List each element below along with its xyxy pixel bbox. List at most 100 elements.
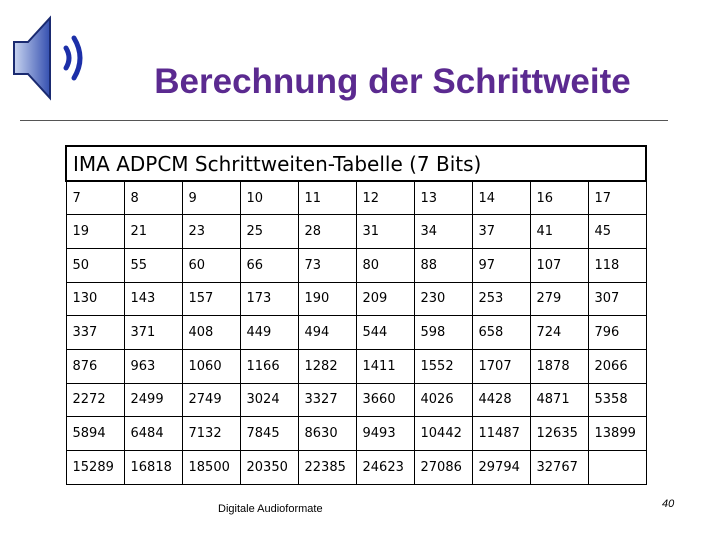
table-cell: 80 xyxy=(355,247,415,283)
table-cell: 73 xyxy=(297,247,357,283)
table-cell: 5894 xyxy=(65,416,125,451)
table-cell: 27086 xyxy=(413,450,473,485)
table-cell: 8630 xyxy=(297,416,357,451)
table-cell: 9493 xyxy=(355,416,415,451)
table-cell: 18500 xyxy=(181,450,241,485)
table-cell: 15289 xyxy=(65,450,125,485)
page-number: 40 xyxy=(662,498,675,510)
table-row: 19 21 23 25 28 31 34 37 41 45 xyxy=(65,214,647,249)
table-cell: 14 xyxy=(471,180,531,216)
table-cell: 12 xyxy=(355,180,415,216)
footer: Digitale Audioformate xyxy=(218,503,323,515)
table-cell: 4428 xyxy=(471,382,531,418)
table-cell: 209 xyxy=(355,281,415,317)
table-cell: 1552 xyxy=(413,348,473,384)
table-cell: 963 xyxy=(123,348,183,384)
table-cell: 107 xyxy=(529,247,589,283)
table-cell: 32767 xyxy=(529,450,589,485)
table-cell: 60 xyxy=(181,247,241,283)
table-cell: 118 xyxy=(587,247,647,283)
table-cell: 307 xyxy=(587,281,647,317)
table-cell: 2499 xyxy=(123,382,183,418)
step-table: IMA ADPCM Schrittweiten-Tabelle (7 Bits)… xyxy=(65,145,647,485)
table-cell: 337 xyxy=(65,315,125,350)
table-cell: 130 xyxy=(65,281,125,317)
table-cell: 16 xyxy=(529,180,589,216)
table-cell xyxy=(587,450,647,485)
table-cell: 494 xyxy=(297,315,357,350)
table-row: 130 143 157 173 190 209 230 253 279 307 xyxy=(65,281,647,317)
table-row: 7 8 9 10 11 12 13 14 16 17 xyxy=(65,180,647,216)
table-cell: 1060 xyxy=(181,348,241,384)
table-cell: 88 xyxy=(413,247,473,283)
table-cell: 1878 xyxy=(529,348,589,384)
table-cell: 7845 xyxy=(239,416,299,451)
table-row: 876 963 1060 1166 1282 1411 1552 1707 1878 2066 xyxy=(65,348,647,384)
table-cell: 253 xyxy=(471,281,531,317)
table-cell: 724 xyxy=(529,315,589,350)
table-cell: 34 xyxy=(413,214,473,249)
title-rule xyxy=(20,120,668,121)
table-cell: 143 xyxy=(123,281,183,317)
table-cell: 97 xyxy=(471,247,531,283)
table-cell: 45 xyxy=(587,214,647,249)
table-cell: 13 xyxy=(413,180,473,216)
table-cell: 12635 xyxy=(529,416,589,451)
table-cell: 371 xyxy=(123,315,183,350)
table-cell: 13899 xyxy=(587,416,647,451)
table-cell: 598 xyxy=(413,315,473,350)
table-cell: 544 xyxy=(355,315,415,350)
table-cell: 55 xyxy=(123,247,183,283)
table-cell: 25 xyxy=(239,214,299,249)
table-cell: 230 xyxy=(413,281,473,317)
table-row: 50 55 60 66 73 80 88 97 107 118 xyxy=(65,247,647,283)
table-header-row: IMA ADPCM Schrittweiten-Tabelle (7 Bits) xyxy=(65,145,647,182)
table-cell: 4026 xyxy=(413,382,473,418)
table-cell: 658 xyxy=(471,315,531,350)
table-cell: 19 xyxy=(65,214,125,249)
slide-title: Berechnung der Schrittweite xyxy=(154,62,631,101)
table-cell: 1707 xyxy=(471,348,531,384)
table-cell: 2749 xyxy=(181,382,241,418)
table-cell: 2066 xyxy=(587,348,647,384)
table-cell: 5358 xyxy=(587,382,647,418)
table-cell: 9 xyxy=(181,180,241,216)
table-title: IMA ADPCM Schrittweiten-Tabelle (7 Bits) xyxy=(65,145,647,182)
table-cell: 10442 xyxy=(413,416,473,451)
table-cell: 876 xyxy=(65,348,125,384)
table-cell: 1282 xyxy=(297,348,357,384)
table-cell: 17 xyxy=(587,180,647,216)
table-cell: 7132 xyxy=(181,416,241,451)
table-row: 15289 16818 18500 20350 22385 24623 27086 29794… xyxy=(65,450,647,485)
table-row: 337 371 408 449 494 544 598 658 724 796 xyxy=(65,315,647,350)
table-cell: 173 xyxy=(239,281,299,317)
table-body: IMA ADPCM Schrittweiten-Tabelle (7 Bits)… xyxy=(65,145,647,485)
table-row: 5894 6484 7132 7845 8630 9493 10442 11487 12635 1… xyxy=(65,416,647,451)
table-cell: 3024 xyxy=(239,382,299,418)
table-cell: 7 xyxy=(65,180,125,216)
table-cell: 8 xyxy=(123,180,183,216)
speaker-icon xyxy=(13,15,83,101)
table-cell: 22385 xyxy=(297,450,357,485)
table-cell: 21 xyxy=(123,214,183,249)
table-cell: 11487 xyxy=(471,416,531,451)
table-cell: 3327 xyxy=(297,382,357,418)
table-cell: 20350 xyxy=(239,450,299,485)
table-cell: 23 xyxy=(181,214,241,249)
table-cell: 408 xyxy=(181,315,241,350)
table-cell: 10 xyxy=(239,180,299,216)
table-cell: 24623 xyxy=(355,450,415,485)
table-cell: 3660 xyxy=(355,382,415,418)
table-cell: 1166 xyxy=(239,348,299,384)
table-cell: 50 xyxy=(65,247,125,283)
table-cell: 28 xyxy=(297,214,357,249)
table-cell: 449 xyxy=(239,315,299,350)
table-cell: 66 xyxy=(239,247,299,283)
table-cell: 11 xyxy=(297,180,357,216)
table-cell: 41 xyxy=(529,214,589,249)
table-cell: 6484 xyxy=(123,416,183,451)
table-cell: 4871 xyxy=(529,382,589,418)
table-row: 2272 2499 2749 3024 3327 3660 4026 4428 4871 5358 xyxy=(65,382,647,418)
table-cell: 29794 xyxy=(471,450,531,485)
